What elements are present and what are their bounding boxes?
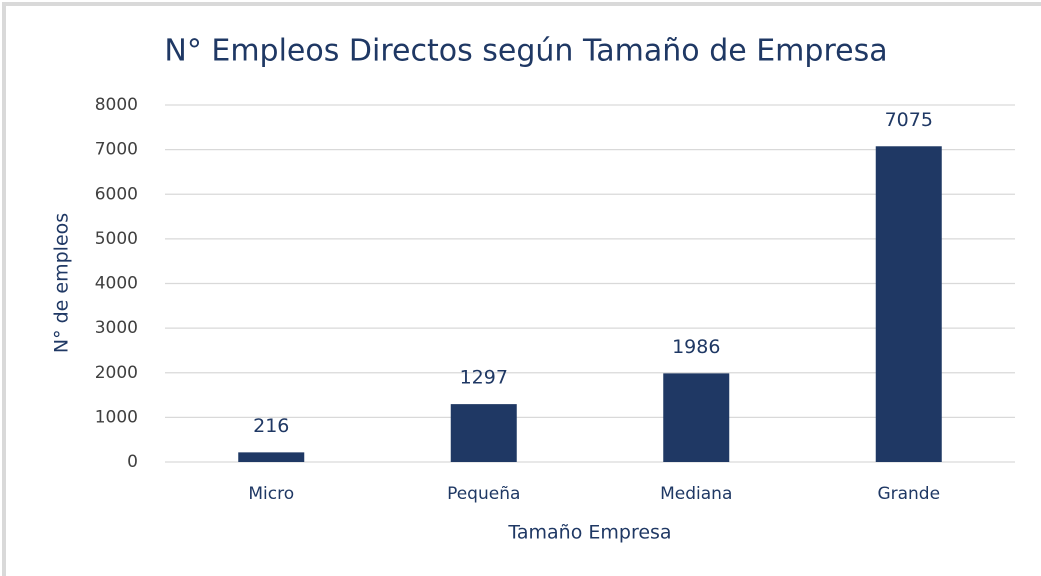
x-axis-label: Tamaño Empresa: [507, 522, 671, 544]
y-tick-label: 8000: [95, 95, 138, 115]
y-tick-label: 6000: [95, 184, 138, 204]
data-label: 216: [253, 415, 289, 437]
x-tick-label: Micro: [248, 484, 294, 504]
y-tick-label: 7000: [95, 140, 138, 160]
y-tick-label: 4000: [95, 274, 138, 294]
y-tick-label: 1000: [95, 407, 138, 427]
bar: [663, 373, 730, 462]
bar: [450, 404, 517, 462]
data-label: 1297: [460, 367, 508, 389]
y-tick-label: 0: [127, 452, 138, 472]
x-tick-label: Pequeña: [447, 484, 520, 504]
bar: [238, 452, 305, 462]
bar: [875, 146, 942, 462]
data-label: 1986: [672, 336, 720, 358]
y-tick-label: 2000: [95, 363, 138, 383]
y-tick-label: 5000: [95, 229, 138, 249]
x-tick-label: Grande: [877, 484, 940, 504]
chart-title: N° Empleos Directos según Tamaño de Empr…: [164, 34, 887, 69]
y-tick-label: 3000: [95, 318, 138, 338]
y-axis-label: N° de empleos: [51, 213, 73, 353]
x-tick-label: Mediana: [660, 484, 732, 504]
data-label: 7075: [885, 109, 933, 131]
